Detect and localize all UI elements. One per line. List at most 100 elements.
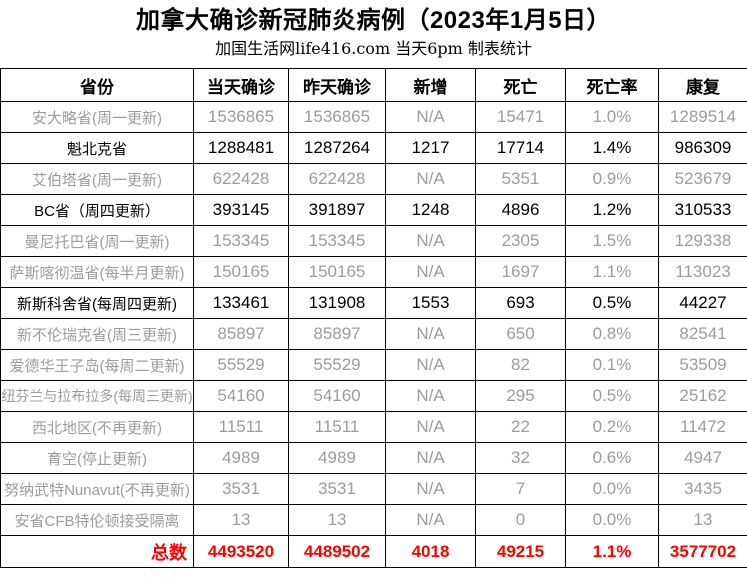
cell-recovered: 53509 [659,350,747,381]
cell-yesterday: 13 [289,505,386,536]
cell-today: 4989 [194,443,289,474]
province-name: 新不伦瑞克省(周三更新) [1,319,194,350]
cell-recovered: 523679 [659,164,747,195]
cell-deaths: 693 [476,288,566,319]
cell-death_rate: 0.2% [566,412,659,443]
total-deaths: 49215 [476,536,566,568]
cell-added: N/A [386,412,476,443]
cell-added: N/A [386,505,476,536]
cell-yesterday: 55529 [289,350,386,381]
cell-recovered: 310533 [659,195,747,226]
total-yesterday: 4489502 [289,536,386,568]
covid-stats-table: 省份当天确诊昨天确诊新增死亡死亡率康复 安大略省(周一更新) 1536865 153… [0,68,747,568]
cell-deaths: 17714 [476,133,566,164]
cell-today: 54160 [194,381,289,412]
cell-yesterday: 54160 [289,381,386,412]
cell-yesterday: 3531 [289,474,386,505]
cell-deaths: 295 [476,381,566,412]
cell-death_rate: 1.4% [566,133,659,164]
cell-added: N/A [386,381,476,412]
page-title: 加拿大确诊新冠肺炎病例（2023年1月5日） [0,7,747,35]
cell-yesterday: 391897 [289,195,386,226]
cell-deaths: 1697 [476,257,566,288]
province-name: 爱德华王子岛(每周二更新) [1,350,194,381]
cell-added: N/A [386,443,476,474]
cell-today: 13 [194,505,289,536]
cell-death_rate: 0.6% [566,443,659,474]
province-name: 安大略省(周一更新) [1,102,194,133]
province-name: BC省（周四更新） [1,195,194,226]
cell-today: 622428 [194,164,289,195]
cell-yesterday: 11511 [289,412,386,443]
cell-yesterday: 131908 [289,288,386,319]
cell-deaths: 4896 [476,195,566,226]
total-label: 总数 [1,536,194,568]
total-added: 4018 [386,536,476,568]
cell-death_rate: 1.2% [566,195,659,226]
column-header-1: 省份 [1,69,194,102]
cell-added: N/A [386,474,476,505]
cell-deaths: 82 [476,350,566,381]
province-name: 新斯科舍省(每周四更新) [1,288,194,319]
cell-today: 11511 [194,412,289,443]
page-subtitle: 加国生活网life416.com 当天6pm 制表统计 [0,39,747,59]
province-name: 育空(停止更新) [1,443,194,474]
cell-added: N/A [386,164,476,195]
cell-deaths: 15471 [476,102,566,133]
province-name: 安省CFB特伦顿接受隔离 [1,505,194,536]
cell-recovered: 1289514 [659,102,747,133]
cell-added: 1553 [386,288,476,319]
cell-death_rate: 1.0% [566,102,659,133]
cell-death_rate: 0.0% [566,505,659,536]
cell-today: 3531 [194,474,289,505]
column-header-6: 死亡率 [566,69,659,102]
cell-added: N/A [386,319,476,350]
cell-deaths: 5351 [476,164,566,195]
province-name: 纽芬兰与拉布拉多(每周三更新) [1,381,194,412]
cell-yesterday: 1287264 [289,133,386,164]
cell-recovered: 11472 [659,412,747,443]
cell-deaths: 7 [476,474,566,505]
header-row: 省份当天确诊昨天确诊新增死亡死亡率康复 [1,69,747,102]
cell-added: 1217 [386,133,476,164]
cell-recovered: 3435 [659,474,747,505]
cell-added: N/A [386,350,476,381]
cell-deaths: 2305 [476,226,566,257]
cell-today: 393145 [194,195,289,226]
cell-yesterday: 1536865 [289,102,386,133]
cell-recovered: 129338 [659,226,747,257]
column-header-2: 当天确诊 [194,69,289,102]
cell-added: N/A [386,226,476,257]
cell-death_rate: 0.5% [566,381,659,412]
cell-yesterday: 153345 [289,226,386,257]
cell-today: 153345 [194,226,289,257]
column-header-3: 昨天确诊 [289,69,386,102]
column-header-5: 死亡 [476,69,566,102]
cell-yesterday: 150165 [289,257,386,288]
cell-recovered: 82541 [659,319,747,350]
total-recovered: 3577702 [659,536,747,568]
cell-recovered: 25162 [659,381,747,412]
cell-death_rate: 1.1% [566,257,659,288]
cell-yesterday: 4989 [289,443,386,474]
cell-added: N/A [386,102,476,133]
province-name: 魁北克省 [1,133,194,164]
cell-deaths: 650 [476,319,566,350]
cell-recovered: 113023 [659,257,747,288]
column-header-7: 康复 [659,69,747,102]
cell-today: 55529 [194,350,289,381]
cell-recovered: 4947 [659,443,747,474]
